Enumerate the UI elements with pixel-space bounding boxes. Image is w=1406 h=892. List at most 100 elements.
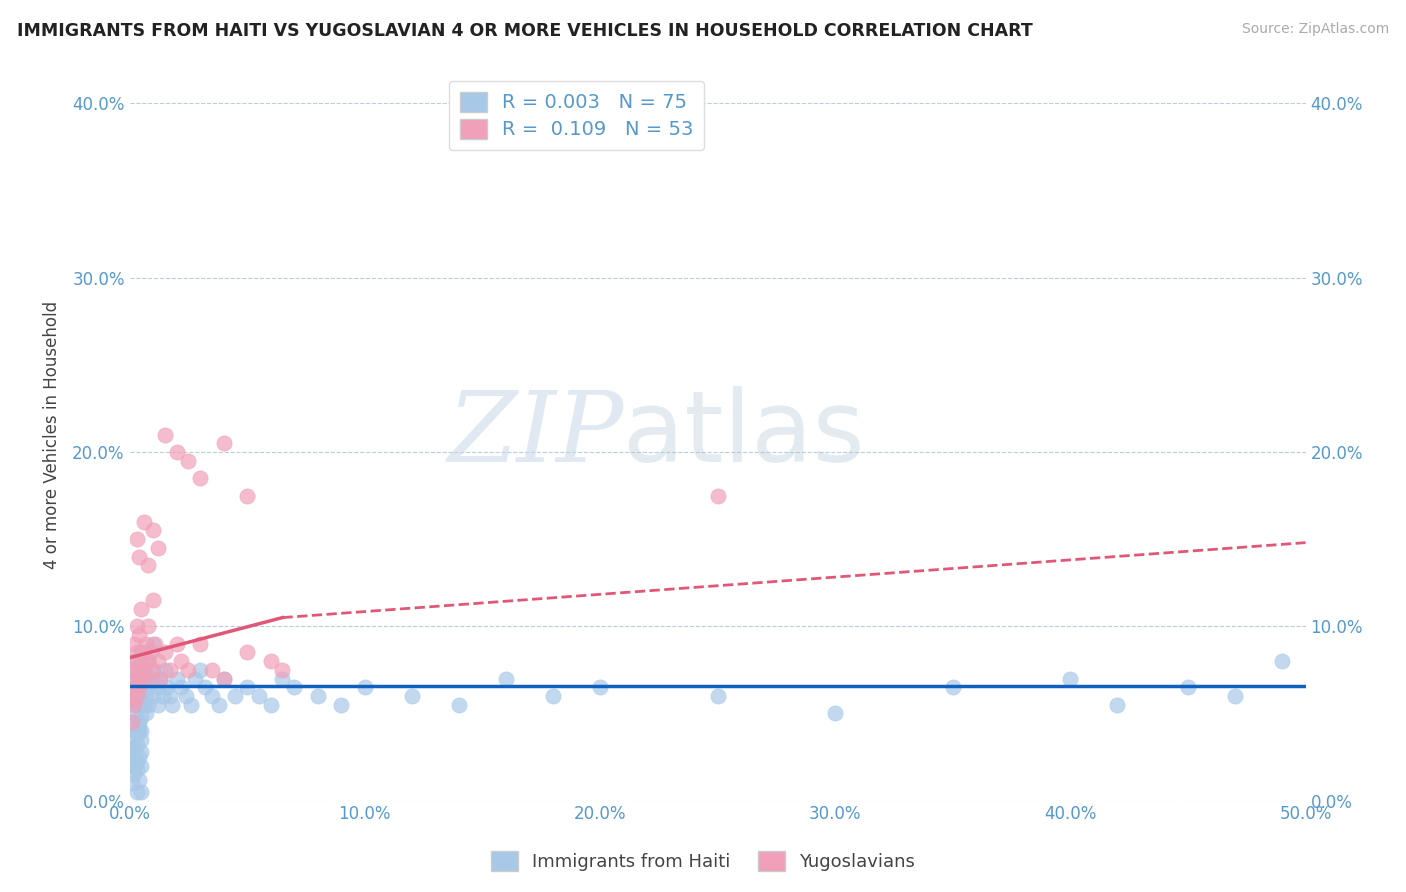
Point <box>132 663 155 677</box>
Point <box>188 471 211 485</box>
Point <box>128 772 150 787</box>
Point <box>121 741 143 756</box>
Point <box>132 515 155 529</box>
Point <box>125 689 148 703</box>
Point <box>152 689 174 703</box>
Point <box>541 689 564 703</box>
Point <box>131 602 153 616</box>
Point <box>153 645 176 659</box>
Point <box>212 436 235 450</box>
Point <box>159 689 181 703</box>
Point <box>124 692 146 706</box>
Point <box>149 672 172 686</box>
Point <box>145 675 167 690</box>
Point <box>125 738 148 752</box>
Point <box>212 672 235 686</box>
Point <box>589 681 612 695</box>
Point <box>132 663 155 677</box>
Point <box>166 637 188 651</box>
Point <box>353 681 375 695</box>
Point <box>1107 698 1129 712</box>
Point <box>260 698 283 712</box>
Point <box>153 663 176 677</box>
Point <box>132 698 155 712</box>
Point <box>131 785 153 799</box>
Point <box>135 672 157 686</box>
Point <box>201 663 224 677</box>
Point <box>124 637 146 651</box>
Point <box>131 672 153 686</box>
Point <box>124 732 146 747</box>
Point <box>271 663 294 677</box>
Point <box>125 756 148 770</box>
Point <box>125 698 148 712</box>
Point <box>121 715 143 730</box>
Point <box>135 689 157 703</box>
Point <box>177 453 200 467</box>
Text: Source: ZipAtlas.com: Source: ZipAtlas.com <box>1241 22 1389 37</box>
Point <box>124 654 146 668</box>
Point <box>146 698 169 712</box>
Point <box>330 698 353 712</box>
Point <box>131 723 153 738</box>
Point <box>131 654 153 668</box>
Point <box>125 727 148 741</box>
Point <box>124 663 146 677</box>
Point <box>124 745 146 759</box>
Point <box>139 645 162 659</box>
Point <box>138 619 160 633</box>
Point <box>131 698 153 712</box>
Point <box>174 689 197 703</box>
Point <box>1271 654 1294 668</box>
Point <box>149 672 172 686</box>
Point <box>156 681 179 695</box>
Point <box>132 645 155 659</box>
Point <box>128 720 150 734</box>
Point <box>121 689 143 703</box>
Point <box>706 489 728 503</box>
Point <box>138 558 160 573</box>
Point <box>121 750 143 764</box>
Point <box>128 689 150 703</box>
Text: ZIP: ZIP <box>447 387 623 483</box>
Text: IMMIGRANTS FROM HAITI VS YUGOSLAVIAN 4 OR MORE VEHICLES IN HOUSEHOLD CORRELATION: IMMIGRANTS FROM HAITI VS YUGOSLAVIAN 4 O… <box>17 22 1032 40</box>
Point <box>236 489 259 503</box>
Point <box>1059 672 1081 686</box>
Text: atlas: atlas <box>623 386 865 483</box>
Point <box>142 593 165 607</box>
Point <box>824 706 846 721</box>
Point <box>124 767 146 781</box>
Legend: R = 0.003   N = 75, R =  0.109   N = 53: R = 0.003 N = 75, R = 0.109 N = 53 <box>449 81 704 150</box>
Point <box>124 681 146 695</box>
Point <box>236 645 259 659</box>
Point <box>184 672 207 686</box>
Point <box>142 637 165 651</box>
Point <box>138 654 160 668</box>
Point <box>125 675 148 690</box>
Point <box>166 445 188 459</box>
Point <box>194 681 217 695</box>
Point <box>138 654 160 668</box>
Point <box>128 549 150 564</box>
Point <box>1177 681 1199 695</box>
Point <box>170 681 193 695</box>
Point <box>125 681 148 695</box>
Point <box>121 692 143 706</box>
Point <box>142 663 165 677</box>
Point <box>495 672 517 686</box>
Point <box>188 663 211 677</box>
Point <box>121 663 143 677</box>
Point <box>401 689 423 703</box>
Point <box>942 681 965 695</box>
Point <box>125 532 148 546</box>
Point <box>166 672 188 686</box>
Point <box>124 706 146 721</box>
Point <box>128 681 150 695</box>
Point <box>128 628 150 642</box>
Point <box>135 637 157 651</box>
Point <box>224 689 246 703</box>
Point <box>135 672 157 686</box>
Point <box>128 657 150 672</box>
Point <box>138 681 160 695</box>
Point <box>125 619 148 633</box>
